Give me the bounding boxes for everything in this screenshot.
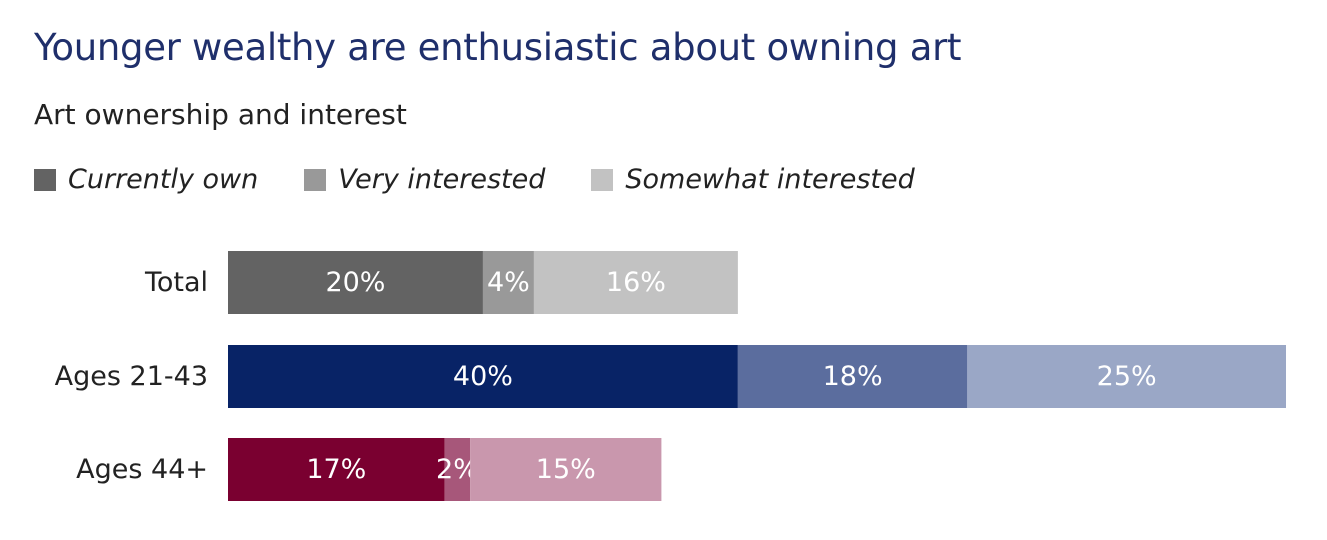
legend-item-very-interested: Very interested [304, 164, 545, 195]
bar-ages-44-somewhat-interested [470, 438, 662, 501]
legend-label-very-interested: Very interested [338, 164, 546, 195]
value-label-total-somewhat-interested: 16% [606, 267, 666, 298]
category-label-ages-21-43: Ages 21-43 [55, 361, 208, 392]
legend-item-somewhat-interested: Somewhat interested [591, 164, 915, 195]
legend-swatch-somewhat-interested [591, 168, 614, 191]
value-label-ages-21-43-currently-own: 40% [453, 361, 513, 392]
legend-item-currently-own: Currently own [34, 164, 258, 195]
category-label-ages-44: Ages 44+ [76, 454, 208, 485]
value-label-ages-44-somewhat-interested: 15% [536, 454, 596, 485]
bar-ages-44-currently-own [228, 438, 445, 501]
legend-label-somewhat-interested: Somewhat interested [625, 164, 915, 195]
value-label-ages-21-43-very-interested: 18% [823, 361, 883, 392]
legend-swatch-currently-own [34, 168, 56, 191]
legend-label-currently-own: Currently own [68, 164, 259, 195]
bar-ages-21-43-very-interested [737, 345, 968, 408]
chart-subtitle: Art ownership and interest [34, 98, 407, 131]
bar-total-currently-own [228, 251, 483, 314]
legend-swatch-very-interested [304, 168, 327, 191]
value-label-total-currently-own: 20% [325, 267, 385, 298]
bar-total-somewhat-interested [533, 251, 738, 314]
bar-ages-21-43-somewhat-interested [967, 345, 1286, 408]
bar-total-very-interested [482, 251, 534, 314]
category-label-total: Total [144, 267, 208, 298]
chart-title: Younger wealthy are enthusiastic about o… [34, 26, 962, 69]
bar-ages-21-43-currently-own [228, 345, 738, 408]
value-label-total-very-interested: 4% [487, 267, 530, 298]
legend: Currently own Very interested Somewhat i… [34, 164, 961, 195]
value-label-ages-21-43-somewhat-interested: 25% [1097, 361, 1157, 392]
value-label-ages-44-currently-own: 17% [306, 454, 366, 485]
bar-ages-44-very-interested [444, 438, 471, 501]
